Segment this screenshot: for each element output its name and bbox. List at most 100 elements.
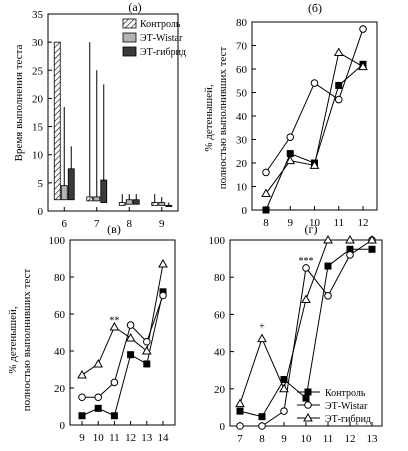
- panel-v-ytick-label: 60: [54, 309, 66, 321]
- panel-g-point: [346, 251, 354, 259]
- panel-v-ytick-label: 100: [49, 235, 66, 247]
- panel-a-legend-label: Контроль: [140, 19, 181, 30]
- panel-v-point: [125, 333, 136, 342]
- panel-v-point: [143, 360, 151, 368]
- panel-g-xtick-label: 10: [301, 433, 313, 445]
- panel-g-point: [280, 376, 288, 383]
- panel-v-point: [126, 321, 135, 329]
- panel-a-bar: [158, 202, 166, 206]
- panel-v-ylabel-line1: % детенышей,: [7, 306, 19, 374]
- panel-g-legend-marker: [304, 401, 312, 409]
- panel-b-point: [359, 25, 367, 33]
- panel-g-point: [368, 245, 376, 253]
- panel-g-ytick-label: 100: [209, 235, 226, 247]
- panel-b-ylabel-line1: % детенышей,: [203, 84, 215, 152]
- panel-g-xtick-label: 11: [323, 433, 334, 445]
- panel-b: (б) % детенышей, полностью выполнивших т…: [203, 1, 378, 229]
- panel-g-point: [302, 264, 310, 272]
- panel-b-ytick-label: 20: [236, 158, 248, 170]
- panel-a-bar: [151, 202, 159, 206]
- panel-b-ytick-label: 10: [236, 182, 248, 194]
- panel-b-label: (б): [308, 1, 322, 15]
- panel-v-ytick-label: 80: [54, 272, 66, 284]
- panel-a-legend-swatch: [122, 18, 137, 29]
- panel-b-point: [335, 81, 343, 89]
- panel-b-ytick-label: 80: [236, 17, 248, 29]
- panel-b-point: [262, 206, 270, 214]
- panel-g-point: [235, 398, 245, 408]
- panel-b-series-line: [265, 51, 364, 194]
- panel-v-point: [159, 291, 167, 300]
- panel-v-xtick-label: 14: [158, 432, 170, 444]
- panel-a-legend-label: ЭТ-гибрид: [140, 47, 186, 58]
- panel-g-point: [258, 422, 266, 430]
- panel-v-point: [127, 351, 135, 359]
- panel-a-xtick-label: 9: [159, 218, 165, 230]
- panel-g-legend-label: ЭТ-Wistar: [325, 401, 368, 412]
- panel-a-bar: [86, 196, 94, 202]
- panel-g-point: [367, 234, 377, 244]
- panel-v-label: (в): [107, 222, 121, 236]
- panel-b-point: [286, 133, 295, 141]
- panel-v-point: [110, 412, 118, 420]
- panel-g-label: (г): [305, 222, 318, 236]
- panel-v-point: [109, 321, 120, 331]
- panel-a-ytick-label: 15: [32, 122, 44, 134]
- panel-a-legend-label: ЭТ-Wistar: [140, 33, 183, 44]
- panel-a-xtick-label: 7: [94, 218, 100, 230]
- panel-g-xtick-label: 12: [345, 433, 356, 445]
- panel-v-point: [78, 412, 86, 420]
- panel-g-legend: Контроль ЭТ-Wistar ЭТ-гибрид: [297, 388, 371, 425]
- panel-a-bar: [93, 196, 101, 202]
- panel-v-xtick-label: 13: [141, 432, 153, 444]
- panel-g-ytick-label: 40: [214, 347, 226, 359]
- panel-g-point: [302, 394, 310, 402]
- panel-v-annotation: **: [109, 315, 119, 326]
- panel-a-bar: [118, 202, 126, 206]
- panel-g-point: [345, 234, 355, 244]
- panel-v-point: [78, 393, 86, 402]
- panel-g-xtick-label: 7: [237, 433, 243, 445]
- panel-b-point: [261, 188, 271, 198]
- panel-a-xtick-label: 6: [62, 218, 68, 230]
- panel-g-point: [323, 234, 333, 244]
- panel-b-series-line: [265, 28, 364, 173]
- panel-a-legend: Контроль ЭТ-Wistar ЭТ-гибрид: [121, 15, 186, 63]
- panel-v-point: [94, 404, 102, 412]
- panel-a-legend-swatch: [122, 32, 137, 43]
- panel-a-xtick-label: 8: [127, 218, 133, 230]
- panel-a-plot-area: [47, 13, 179, 212]
- panel-g-xtick-label: 13: [367, 433, 379, 445]
- panel-g-ytick-label: 60: [214, 309, 226, 321]
- panel-g-point: [236, 422, 244, 430]
- panel-a-ylabel: Время выполнения теста: [13, 44, 25, 161]
- panel-g-xtick-label: 9: [281, 433, 287, 445]
- panel-a-ytick-label: 5: [38, 178, 44, 190]
- panel-a-bar: [53, 41, 61, 201]
- panel-b-point: [333, 47, 344, 57]
- panel-g-legend-label: ЭТ-гибрид: [325, 414, 371, 425]
- panel-v-point: [110, 378, 119, 387]
- panel-b-point: [358, 61, 368, 71]
- panel-a-ytick-label: 20: [32, 93, 44, 105]
- panel-a-bar: [132, 199, 140, 205]
- panel-b-ylabel-line2: полностью выполнивших тест: [217, 47, 229, 190]
- panel-v-ytick-label: 0: [60, 420, 66, 432]
- panel-v-point: [77, 370, 87, 379]
- panel-b-point: [285, 155, 296, 165]
- panel-b-plot-area: [251, 21, 378, 211]
- panel-b-point: [262, 168, 270, 177]
- panel-v: (в) % детенышей, полностью выполнивших т…: [7, 222, 176, 444]
- panel-a-ytick-label: 0: [38, 206, 44, 218]
- panel-g-point: [301, 294, 311, 304]
- panel-v-point: [141, 345, 152, 355]
- panel-v-point: [93, 358, 104, 368]
- panel-v-series-line: [81, 263, 164, 376]
- panel-b-point: [309, 160, 320, 169]
- panel-b-point: [310, 79, 319, 87]
- panel-v-xtick-label: 9: [79, 432, 85, 444]
- panel-a: (а) Время выполнения теста 0 5 10 15 20 25 30 3…: [13, 0, 186, 230]
- panel-g-point: [257, 333, 267, 343]
- panel-v-ytick-label: 20: [54, 383, 66, 395]
